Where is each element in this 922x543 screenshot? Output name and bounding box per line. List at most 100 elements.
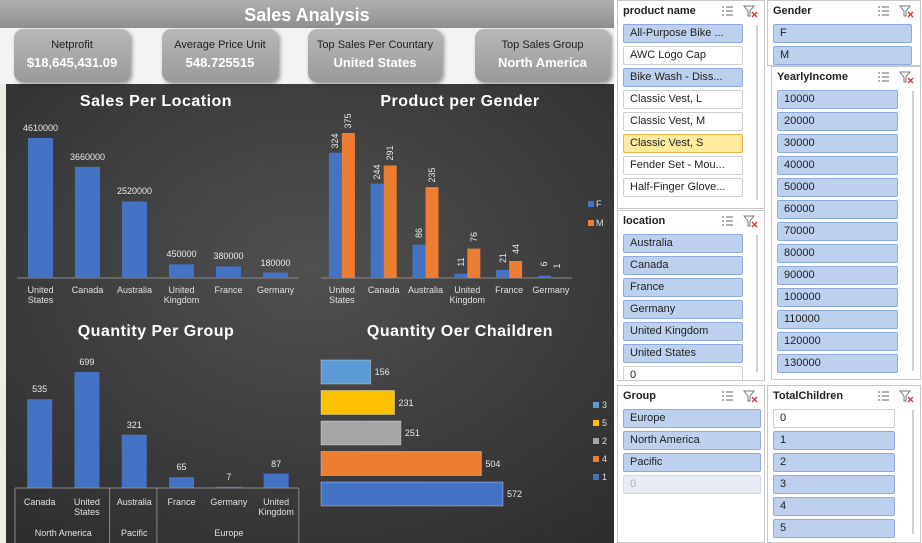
slicer-buttons[interactable] <box>720 389 760 403</box>
slicer-item[interactable]: F <box>773 24 912 43</box>
slicer-item[interactable]: Bike Wash - Diss... <box>623 68 743 87</box>
bar <box>320 481 504 507</box>
x-tick-label: France <box>214 285 243 295</box>
slicer-title: Gender <box>773 5 812 17</box>
scrollbar <box>756 25 758 200</box>
bar <box>27 399 53 488</box>
data-label: 65 <box>176 462 187 473</box>
slicer-item[interactable]: 0 <box>623 366 743 380</box>
data-label: 235 <box>427 167 437 183</box>
slicer-item[interactable]: France <box>623 278 743 297</box>
slicer-item[interactable]: All-Purpose Bike ... <box>623 24 743 43</box>
slicer-buttons[interactable] <box>876 4 916 18</box>
slicer-item[interactable]: 1 <box>773 431 895 450</box>
bar <box>467 248 481 278</box>
slicer-item[interactable]: 70000 <box>777 222 898 241</box>
slicer-item[interactable]: Classic Vest, S <box>623 134 743 153</box>
slicer-item[interactable]: Classic Vest, M <box>623 112 743 131</box>
kpi-value: $18,645,431.09 <box>26 55 118 70</box>
slicer-item[interactable]: 60000 <box>777 200 898 219</box>
data-label: 380000 <box>213 251 244 262</box>
bar <box>169 264 194 278</box>
slicer-item[interactable]: United Kingdom <box>623 322 743 341</box>
slicer-item[interactable]: Classic Vest, L <box>623 90 743 109</box>
slicer-item[interactable]: Canada <box>623 256 743 275</box>
slicer-item[interactable]: Australia <box>623 234 743 253</box>
slicer-item[interactable]: 40000 <box>777 156 898 175</box>
bar <box>412 244 426 278</box>
legend-label: 5 <box>602 418 608 428</box>
slicer-buttons[interactable] <box>720 4 760 18</box>
slicer-title: location <box>623 215 666 227</box>
x-tick-label: Canada <box>71 285 104 295</box>
slicer-buttons[interactable] <box>720 214 760 228</box>
bar <box>122 201 147 278</box>
slicer-item[interactable]: M <box>773 46 912 65</box>
legend-label: 2 <box>602 436 608 446</box>
bar <box>425 187 439 278</box>
slicer-icons[interactable] <box>720 389 760 403</box>
slicer-item[interactable]: 0 <box>773 409 895 428</box>
kpi-label: Top Sales Per Countary <box>316 39 434 51</box>
bar <box>537 275 551 278</box>
kpi-card: Top Sales Group North America <box>475 29 610 82</box>
slicer-item[interactable]: Fender Set - Mou... <box>623 156 743 175</box>
slicer: location Australia Canada France Germany Unit… <box>617 210 765 381</box>
slicer-icons[interactable] <box>876 70 916 84</box>
slicer-icons[interactable] <box>876 4 916 18</box>
slicer-item[interactable]: AWC Logo Cap <box>623 46 743 65</box>
slicer-item[interactable]: 5 <box>773 519 895 538</box>
data-label: 535 <box>32 384 48 395</box>
legend-swatch <box>593 474 599 480</box>
slicer-item[interactable]: Germany <box>623 300 743 319</box>
data-label: 76 <box>468 231 479 242</box>
slicer-icons[interactable] <box>720 4 760 18</box>
slicer-item[interactable]: 4 <box>773 497 895 516</box>
slicer-icons[interactable] <box>720 214 760 228</box>
x-tick-label: United States <box>27 285 54 305</box>
slicer-item[interactable]: Pacific <box>623 453 761 472</box>
data-label: 244 <box>372 164 383 180</box>
data-label: 699 <box>79 357 95 367</box>
slicer-item[interactable]: North America <box>623 431 761 450</box>
slicer-item[interactable]: 0 <box>623 475 761 494</box>
data-label: 44 <box>510 243 521 254</box>
x-tick-label: Germany <box>256 285 294 295</box>
slicer-item[interactable]: Half-Finger Glove... <box>623 178 743 197</box>
slicer-item[interactable]: 30000 <box>777 134 898 153</box>
slicer-item[interactable]: United States <box>623 344 743 363</box>
slicer-item[interactable]: 10000 <box>777 90 898 109</box>
scrollbar <box>912 91 914 371</box>
legend-label: 1 <box>602 472 608 482</box>
bar <box>320 420 402 446</box>
legend-swatch <box>593 438 599 444</box>
bar <box>496 269 510 278</box>
legend-swatch <box>593 402 599 408</box>
slicer-item[interactable]: 80000 <box>777 244 898 263</box>
data-label: 6 <box>539 261 550 267</box>
slicer-item[interactable]: 100000 <box>777 288 898 307</box>
bar <box>370 183 384 278</box>
x-tick-label: United States <box>73 497 100 517</box>
sheet-edge <box>0 84 6 543</box>
bar <box>169 477 195 488</box>
slicer-item[interactable]: 3 <box>773 475 895 494</box>
legend-label: 4 <box>602 454 608 464</box>
slicer-item[interactable]: 2 <box>773 453 895 472</box>
slicer-buttons[interactable] <box>876 389 916 403</box>
data-label: 4610000 <box>22 123 59 133</box>
slicer-buttons[interactable] <box>876 70 916 84</box>
slicer-icons[interactable] <box>876 389 916 403</box>
slicer-item[interactable]: 130000 <box>777 354 898 373</box>
x-tick-label: United States <box>328 285 355 305</box>
slicer-item[interactable]: 110000 <box>777 310 898 329</box>
slicer-item[interactable]: 50000 <box>777 178 898 197</box>
kpi-label: Average Price Unit <box>174 39 266 51</box>
kpi-value: United States <box>333 55 417 70</box>
slicer-item[interactable]: 120000 <box>777 332 898 351</box>
slicer-item[interactable]: 20000 <box>777 112 898 131</box>
slicer-item[interactable]: 90000 <box>777 266 898 285</box>
slicer-item[interactable]: Europe <box>623 409 761 428</box>
